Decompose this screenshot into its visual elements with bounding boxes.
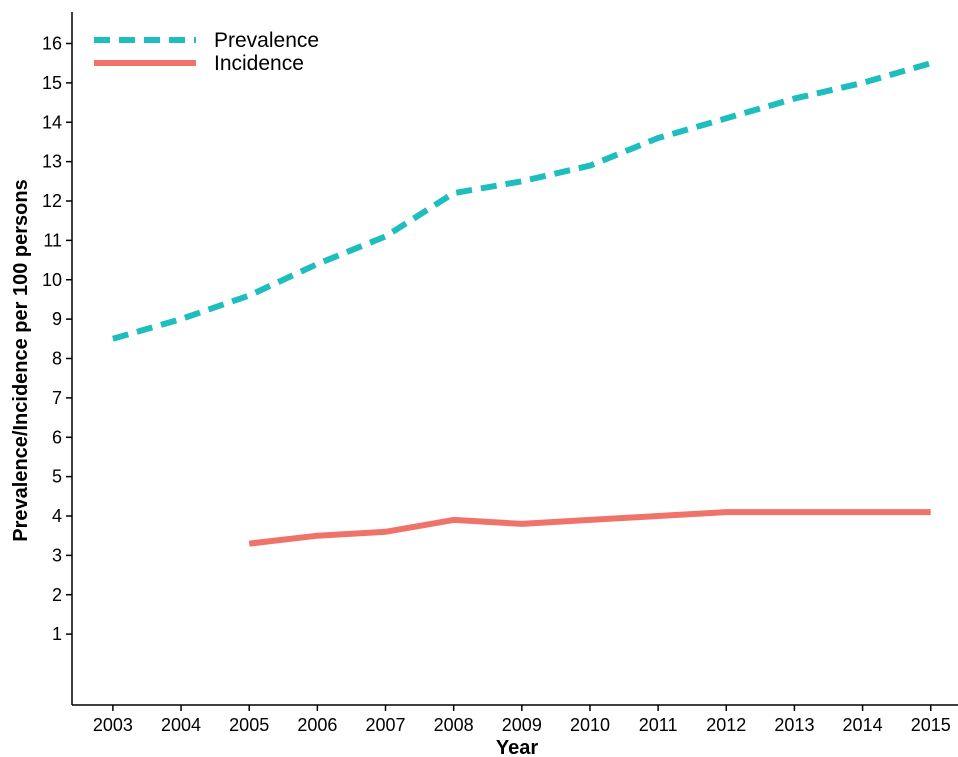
y-tick-label: 5 [52,467,62,487]
x-tick-label: 2015 [911,715,951,735]
y-tick-label: 1 [52,624,62,644]
x-tick-label: 2005 [229,715,269,735]
y-tick-label: 3 [52,545,62,565]
y-tick-label: 11 [43,230,62,250]
x-tick-label: 2013 [774,715,814,735]
y-tick-label: 15 [42,73,62,93]
legend-label-prevalence: Prevalence [214,29,319,52]
y-tick-label: 14 [42,112,62,132]
y-tick-label: 16 [42,34,62,54]
series-line-incidence [248,509,931,547]
x-tick-label: 2011 [639,715,678,735]
y-tick-label: 8 [52,349,62,369]
x-tick-label: 2004 [161,715,201,735]
series-line-prevalence [112,60,932,342]
series-lines [112,60,932,547]
y-tick-label: 7 [52,388,62,408]
x-tick-label: 2008 [434,715,474,735]
y-tick-label: 9 [52,309,62,329]
y-tick-label: 6 [52,427,62,447]
x-tick-label: 2007 [365,715,405,735]
y-tick-label: 10 [42,270,62,290]
y-tick-label: 2 [52,585,62,605]
x-tick-label: 2009 [502,715,542,735]
y-tick-label: 12 [42,191,62,211]
x-axis-ticks: 2003 2004 2005 2006 2007 2008 2009 2010 2011 2012… [93,705,951,735]
x-tick-label: 2006 [297,715,337,735]
x-tick-label: 2012 [706,715,746,735]
legend-label-incidence: Incidence [214,52,304,75]
x-tick-label: 2014 [843,715,883,735]
y-axis-title: Prevalence/Incidence per 100 persons [10,179,32,541]
y-tick-label: 13 [42,152,62,172]
y-tick-label: 4 [52,506,62,526]
x-tick-label: 2010 [570,715,610,735]
x-axis-title: Year [496,737,538,757]
x-tick-label: 2003 [93,715,133,735]
